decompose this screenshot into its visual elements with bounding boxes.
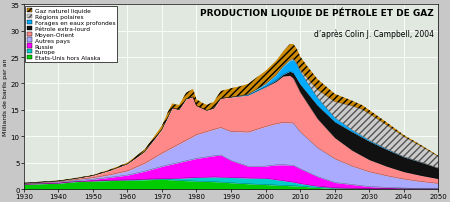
- Legend: Gaz naturel liquide, Régions polaires, Forages en eaux profondes, Pétrole extra-: Gaz naturel liquide, Régions polaires, F…: [25, 7, 117, 63]
- Text: d’après Colin J. Campbell, 2004: d’après Colin J. Campbell, 2004: [314, 29, 434, 39]
- Y-axis label: Milliards de barils par an: Milliards de barils par an: [3, 59, 8, 136]
- Text: PRODUCTION LIQUIDE DE PÉTROLE ET DE GAZ: PRODUCTION LIQUIDE DE PÉTROLE ET DE GAZ: [200, 9, 434, 18]
